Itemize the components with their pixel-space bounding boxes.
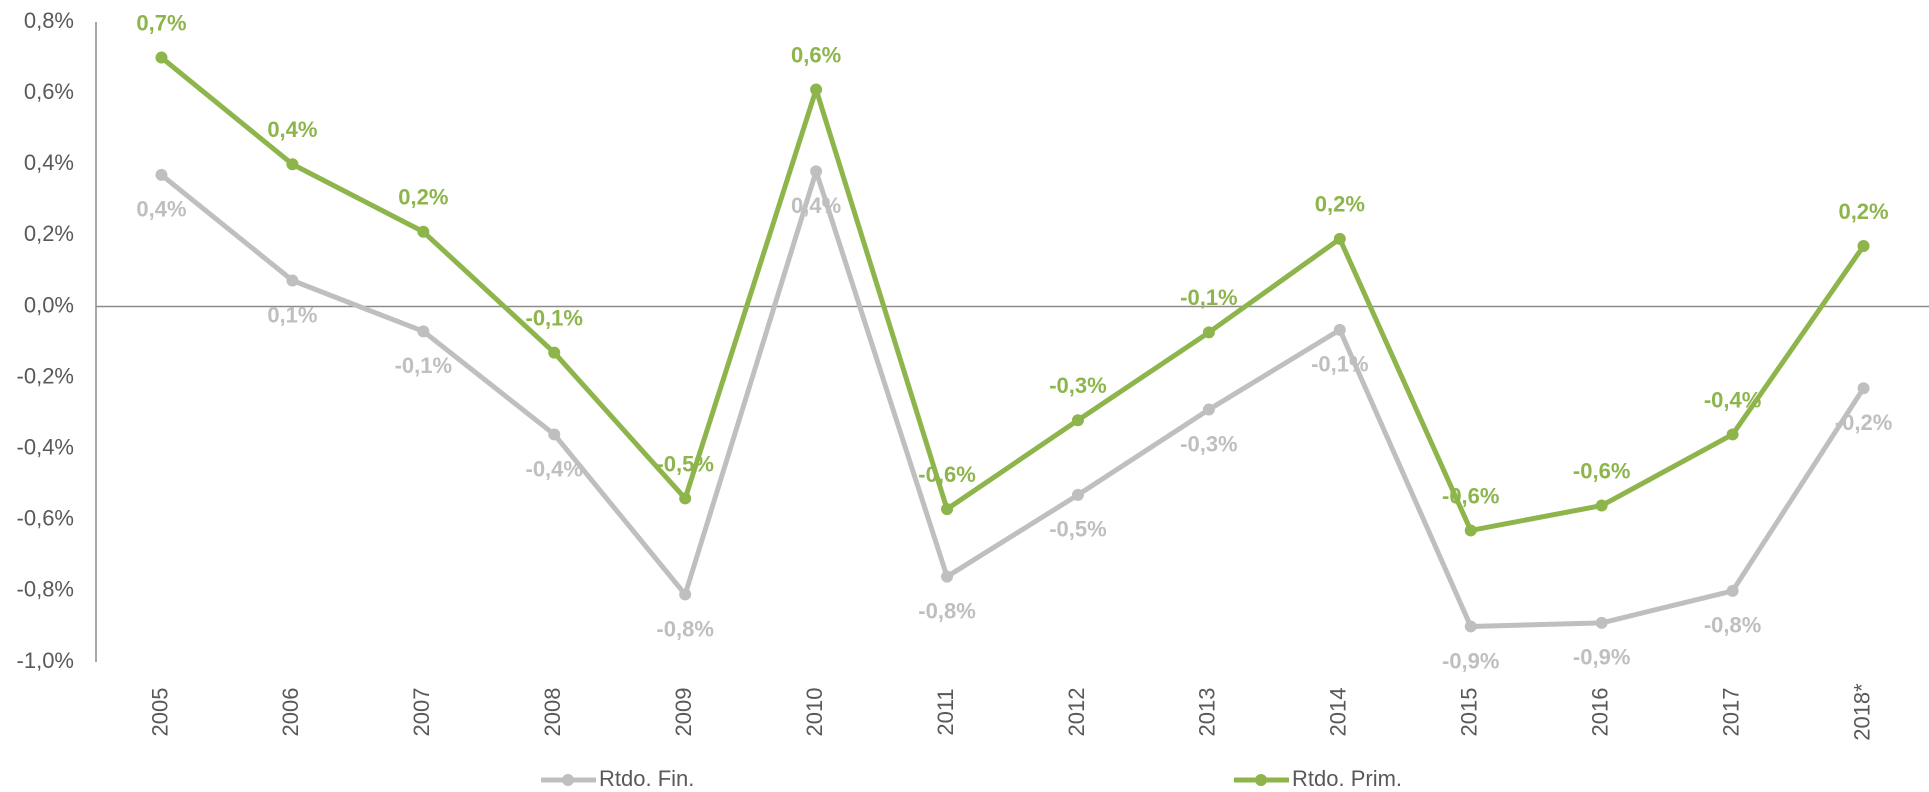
x-tick-label: 2018* <box>1849 683 1874 741</box>
series-line <box>159 168 1866 629</box>
data-label: -0,1% <box>526 305 583 330</box>
data-point <box>941 503 954 516</box>
data-label: -0,8% <box>1704 613 1761 638</box>
data-point <box>941 570 954 583</box>
data-point <box>1202 326 1215 339</box>
data-point <box>548 428 561 441</box>
y-tick-label: 0,4% <box>24 150 74 175</box>
data-label: 0,4% <box>267 117 317 142</box>
data-label: -0,9% <box>1573 645 1630 670</box>
x-tick-label: 2010 <box>802 688 827 737</box>
x-tick-label: 2017 <box>1718 688 1743 737</box>
data-point <box>417 325 430 338</box>
data-label: -0,3% <box>1180 431 1237 456</box>
x-tick-label: 2014 <box>1326 688 1351 737</box>
legend-label: Rtdo. Prim. <box>1292 766 1402 791</box>
data-point <box>1857 382 1870 395</box>
x-tick-label: 2005 <box>147 688 172 737</box>
data-point <box>1726 584 1739 597</box>
x-tick-label: 2016 <box>1587 688 1612 737</box>
data-point <box>286 274 299 287</box>
data-point <box>810 165 823 178</box>
x-tick-label: 2007 <box>409 688 434 737</box>
data-label: 0,2% <box>1838 199 1888 224</box>
y-tick-label: -1,0% <box>17 648 74 673</box>
y-tick-label: 0,6% <box>24 79 74 104</box>
data-point <box>286 158 299 171</box>
y-tick-label: -0,8% <box>17 577 74 602</box>
data-point <box>1202 403 1215 416</box>
data-label: -0,1% <box>1180 285 1237 310</box>
legend-marker <box>562 774 574 786</box>
data-point <box>679 588 692 601</box>
data-label: -0,6% <box>1442 483 1499 508</box>
data-label: 0,4% <box>136 197 186 222</box>
x-tick-label: 2008 <box>540 688 565 737</box>
data-point <box>1464 620 1477 633</box>
data-label: -0,4% <box>526 456 583 481</box>
data-label: -0,6% <box>1573 458 1630 483</box>
data-label: 0,2% <box>1315 192 1365 217</box>
x-tick-label: 2013 <box>1195 688 1220 737</box>
data-point <box>1726 428 1739 441</box>
y-tick-label: 0,2% <box>24 221 74 246</box>
y-tick-label: -0,2% <box>17 363 74 388</box>
x-tick-label: 2011 <box>933 688 958 735</box>
data-label: -0,9% <box>1442 648 1499 673</box>
x-tick-label: 2015 <box>1457 688 1482 737</box>
data-label: -0,1% <box>395 353 452 378</box>
legend-marker <box>1255 774 1267 786</box>
data-point <box>1071 488 1084 501</box>
series-line <box>159 55 1866 533</box>
data-label: -0,3% <box>1049 373 1106 398</box>
data-point <box>1071 414 1084 427</box>
data-point <box>810 83 823 96</box>
y-tick-label: -0,4% <box>17 434 74 459</box>
data-label: -0,5% <box>1049 517 1106 542</box>
data-label: -0,4% <box>1704 387 1761 412</box>
data-point <box>1464 524 1477 537</box>
data-label: 0,7% <box>136 10 186 35</box>
data-label: -0,2% <box>1835 410 1892 435</box>
legend-label: Rtdo. Fin. <box>599 766 694 791</box>
data-label: 0,6% <box>791 42 841 67</box>
y-tick-label: 0,0% <box>24 292 74 317</box>
y-tick-label: -0,6% <box>17 506 74 531</box>
data-point <box>1333 323 1346 336</box>
x-tick-label: 2012 <box>1064 688 1089 737</box>
data-point <box>1595 616 1608 629</box>
data-label: 0,1% <box>267 302 317 327</box>
y-tick-label: 0,8% <box>24 8 74 33</box>
data-label: -0,6% <box>918 462 975 487</box>
data-point <box>548 346 561 359</box>
x-tick-label: 2006 <box>278 688 303 737</box>
data-label: 0,4% <box>791 193 841 218</box>
data-label: 0,2% <box>398 185 448 210</box>
data-label: -0,8% <box>918 598 975 623</box>
data-point <box>417 225 430 238</box>
data-point <box>1857 240 1870 252</box>
data-point <box>155 168 168 181</box>
data-point <box>155 51 168 64</box>
data-point <box>1333 232 1346 245</box>
x-tick-label: 2009 <box>671 688 696 737</box>
data-point <box>1595 499 1608 512</box>
data-label: -0,1% <box>1311 352 1368 377</box>
data-label: -0,8% <box>656 616 713 641</box>
data-point <box>679 492 692 505</box>
data-label: -0,5% <box>656 451 713 476</box>
